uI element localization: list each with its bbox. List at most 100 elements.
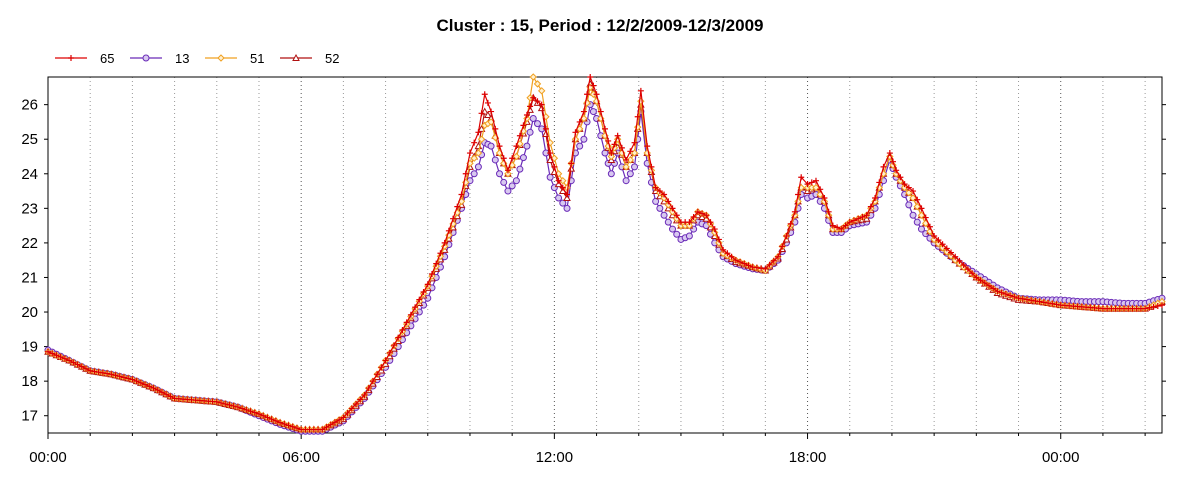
data-point (913, 202, 921, 211)
data-point (416, 296, 423, 303)
data-point (952, 253, 959, 260)
y-tick-label: 21 (21, 269, 38, 286)
data-point (428, 271, 435, 278)
series-65 (45, 74, 1165, 433)
data-point (526, 94, 534, 102)
data-point (981, 279, 988, 286)
data-point (977, 277, 984, 284)
data-point (49, 350, 56, 357)
data-point (78, 363, 85, 370)
data-point (323, 424, 330, 431)
data-point (45, 348, 51, 355)
data-point (340, 414, 347, 421)
data-point (222, 400, 229, 407)
data-point (529, 114, 537, 122)
data-point (998, 289, 1005, 296)
data-point (564, 191, 571, 198)
data-point (251, 409, 258, 416)
data-point (602, 125, 608, 132)
data-point (948, 249, 955, 256)
y-tick-label: 23 (21, 200, 38, 217)
data-point (150, 385, 157, 392)
data-point (344, 409, 351, 416)
data-point (913, 218, 921, 226)
data-point (496, 170, 504, 178)
data-point (519, 154, 527, 162)
legend-label: 65 (100, 51, 114, 66)
data-point (926, 223, 933, 230)
data-point (850, 217, 857, 224)
y-tick-label: 24 (21, 166, 38, 183)
data-point (550, 154, 559, 162)
data-point (437, 250, 444, 257)
data-point (484, 99, 491, 106)
data-point (669, 205, 676, 212)
data-point (909, 194, 917, 202)
data-point (590, 82, 597, 89)
data-point (787, 220, 794, 227)
data-point (125, 375, 132, 382)
data-point (985, 282, 992, 289)
data-point (403, 319, 410, 326)
x-tick-label: 18:00 (789, 449, 827, 466)
data-point (289, 423, 296, 430)
data-point (576, 142, 584, 150)
data-point (994, 288, 1001, 295)
data-point (607, 170, 615, 178)
data-point (492, 125, 499, 132)
y-tick-label: 20 (21, 304, 38, 321)
data-point (480, 107, 489, 115)
data-point (137, 379, 144, 386)
data-point (673, 230, 681, 238)
data-point (583, 99, 591, 107)
data-point (555, 194, 563, 202)
data-point (834, 224, 841, 231)
data-point (520, 122, 527, 129)
data-point (1040, 299, 1047, 306)
legend-item-51: 51 (205, 51, 264, 66)
data-point (133, 378, 140, 385)
data-point (741, 260, 748, 267)
data-point (470, 170, 478, 178)
data-point (661, 191, 668, 198)
data-point (504, 170, 512, 178)
data-point (420, 288, 427, 295)
plot-frame (47, 76, 1163, 434)
data-point (775, 253, 782, 260)
data-point (386, 349, 393, 356)
data-point (699, 210, 706, 217)
data-point (715, 239, 723, 247)
legend-item-13: 13 (130, 51, 189, 66)
data-point (496, 143, 503, 150)
data-point (57, 353, 64, 360)
data-point (523, 142, 531, 150)
data-point (382, 357, 389, 364)
data-point (607, 152, 616, 161)
data-point (551, 163, 558, 170)
data-point (471, 139, 478, 146)
data-point (374, 371, 381, 378)
data-point (1142, 305, 1149, 312)
data-point (1028, 297, 1035, 304)
data-point (812, 183, 820, 192)
legend-label: 51 (250, 51, 264, 66)
data-point (407, 311, 414, 318)
data-point (589, 108, 597, 116)
data-point (353, 400, 360, 407)
data-point (70, 359, 77, 366)
data-point (527, 103, 534, 110)
data-point (855, 215, 862, 222)
legend: 65 13 51 52 (55, 51, 339, 66)
data-point (542, 125, 549, 132)
data-point (597, 108, 604, 115)
data-point (331, 419, 338, 426)
data-point (146, 383, 153, 390)
data-point (470, 154, 478, 162)
data-point (272, 417, 279, 424)
data-point (526, 128, 534, 136)
data-point (762, 265, 769, 272)
data-point (1053, 301, 1060, 308)
data-point (969, 270, 976, 277)
data-point (584, 91, 591, 98)
